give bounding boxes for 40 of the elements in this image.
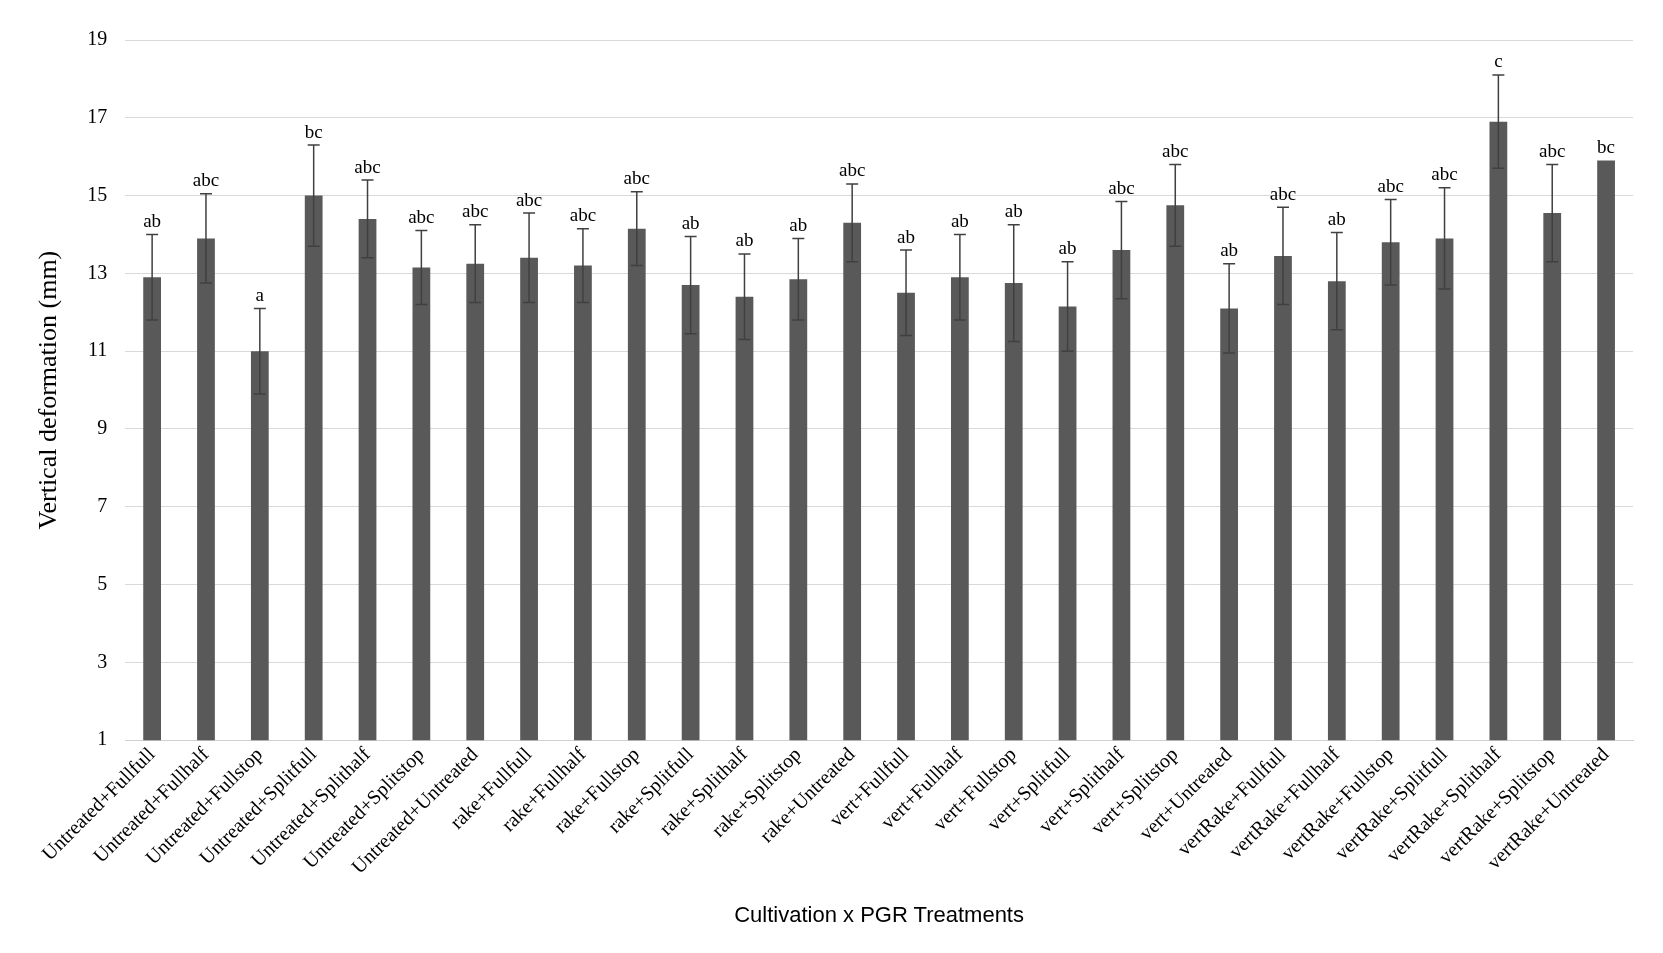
annotation: ab	[1220, 239, 1239, 261]
annotation: abc	[838, 159, 866, 181]
annotation: abc	[408, 206, 435, 228]
annotation: abc	[192, 169, 220, 191]
annotation: bc	[1597, 136, 1616, 158]
y-tick-label: 19	[87, 27, 108, 50]
annotation: a	[255, 283, 265, 305]
annotation: ab	[950, 209, 969, 231]
annotation: ab	[789, 213, 808, 235]
annotation: abc	[462, 200, 489, 222]
annotation: c	[1494, 50, 1503, 72]
x-axis-title: Cultivation x PGR Treatments	[734, 901, 1024, 927]
y-tick-label: 7	[97, 494, 108, 517]
annotation: ab	[1058, 237, 1077, 259]
y-tick-label: 3	[97, 649, 108, 672]
y-tick-label: 9	[97, 416, 108, 439]
y-tick-label: 11	[87, 338, 108, 361]
annotation: ab	[1004, 200, 1023, 222]
annotation: abc	[623, 167, 650, 189]
annotation: abc	[354, 155, 381, 177]
annotation: abc	[1539, 139, 1566, 161]
annotation: ab	[897, 225, 915, 247]
y-tick-label: 15	[87, 182, 108, 205]
annotation: abc	[569, 204, 597, 226]
annotation: bc	[304, 120, 323, 142]
annotation: abc	[1269, 182, 1297, 204]
y-tick-label: 5	[97, 571, 108, 594]
annotation: ab	[735, 229, 754, 251]
annotation: abc	[1431, 163, 1458, 185]
annotation: abc	[1162, 139, 1189, 161]
annotation: ab	[681, 211, 700, 233]
annotation: ab	[143, 209, 162, 231]
y-axis-title: Vertical deformation (mm)	[33, 250, 63, 530]
annotation: ab	[1327, 208, 1346, 230]
y-tick-label: 13	[87, 260, 108, 283]
y-tick-label: 1	[97, 727, 108, 750]
annotation: abc	[1377, 174, 1404, 196]
y-tick-label: 17	[87, 105, 108, 128]
annotation: abc	[1108, 176, 1135, 198]
annotation: abc	[515, 188, 543, 210]
